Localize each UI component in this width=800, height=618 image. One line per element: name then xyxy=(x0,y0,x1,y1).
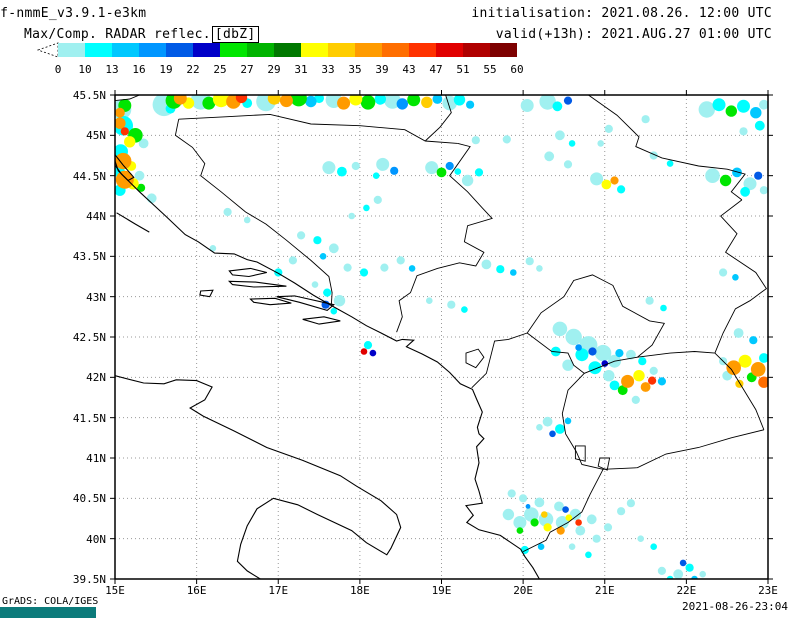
lat-label: 44N xyxy=(86,210,106,223)
plot-unit-label: [dbZ] xyxy=(211,26,259,43)
plot-title-text: Max/Comp. RADAR reflec. xyxy=(24,27,211,42)
svg-text:22: 22 xyxy=(186,63,199,76)
lat-label: 45N xyxy=(86,129,106,143)
lon-label: 20E xyxy=(513,584,534,597)
lat-label: 40N xyxy=(86,532,106,546)
lon-label: 16E xyxy=(186,584,207,597)
map-outlines xyxy=(115,95,768,579)
gridlines xyxy=(114,94,769,580)
color-scale-tick-labels: 0 10 13 16 19 22 25 27 29 31 33 35 39 43 47 51 55 60 xyxy=(55,63,524,76)
lon-label: 15E xyxy=(105,584,125,597)
lat-label: 41.5N xyxy=(72,411,106,425)
svg-text:31: 31 xyxy=(294,63,307,76)
creation-timestamp: 2021-08-26-23:04 xyxy=(682,600,788,613)
lon-label: 22E xyxy=(676,584,697,597)
lon-label: 17E xyxy=(268,584,289,597)
svg-text:27: 27 xyxy=(240,63,253,76)
radar-shading xyxy=(115,95,768,579)
svg-text:47: 47 xyxy=(429,63,442,76)
lat-label: 39.5N xyxy=(72,573,106,586)
color-scale-segments xyxy=(58,43,517,57)
lat-label: 42.5N xyxy=(72,331,106,344)
svg-text:13: 13 xyxy=(105,63,118,76)
svg-text:43: 43 xyxy=(402,63,415,76)
axis-ticks xyxy=(110,90,773,584)
below-scale-arrow xyxy=(36,42,59,58)
map-canvas xyxy=(110,90,773,584)
init-time-label: initialisation: 2021.08.26. 12:00 UTC xyxy=(471,6,772,21)
lat-label: 42N xyxy=(86,371,106,385)
svg-text:19: 19 xyxy=(159,63,172,76)
svg-text:35: 35 xyxy=(348,63,361,76)
valid-time-label: valid(+13h): 2021.AUG.27 01:00 UTC xyxy=(495,27,772,42)
svg-text:33: 33 xyxy=(321,63,334,76)
svg-text:39: 39 xyxy=(375,63,388,76)
svg-text:10: 10 xyxy=(78,63,91,76)
grads-logo-bar xyxy=(0,607,96,618)
plot-title: Max/Comp. RADAR reflec. [dbZ] xyxy=(24,26,259,43)
lat-label: 44.5N xyxy=(72,169,106,183)
grads-credit: GrADS: COLA/IGES xyxy=(2,596,99,607)
lon-label: 19E xyxy=(431,584,452,597)
lat-label: 40.5N xyxy=(72,492,106,506)
lakes xyxy=(465,348,611,471)
svg-text:0: 0 xyxy=(55,63,62,76)
lat-label: 45.5N xyxy=(72,89,106,102)
color-scale-bar: 0 10 13 16 19 22 25 27 29 31 33 35 39 43 47 51 55 60 xyxy=(36,42,524,76)
lon-label: 18E xyxy=(349,584,370,597)
svg-text:29: 29 xyxy=(267,63,280,76)
svg-text:16: 16 xyxy=(132,63,145,76)
map-frame xyxy=(114,94,769,580)
model-version-label: rf-nmmE_v3.9.1-e3km xyxy=(0,6,147,21)
coastlines xyxy=(115,153,540,579)
lat-label: 43.5N xyxy=(72,250,106,264)
lat-label: 43N xyxy=(86,290,106,304)
lat-label: 41N xyxy=(86,452,106,465)
svg-text:60: 60 xyxy=(510,63,523,76)
svg-text:55: 55 xyxy=(483,63,496,76)
country-borders xyxy=(115,95,768,553)
lon-label: 21E xyxy=(594,584,615,597)
lon-label: 23E xyxy=(758,584,778,597)
svg-text:25: 25 xyxy=(213,63,226,76)
svg-text:51: 51 xyxy=(456,63,469,76)
